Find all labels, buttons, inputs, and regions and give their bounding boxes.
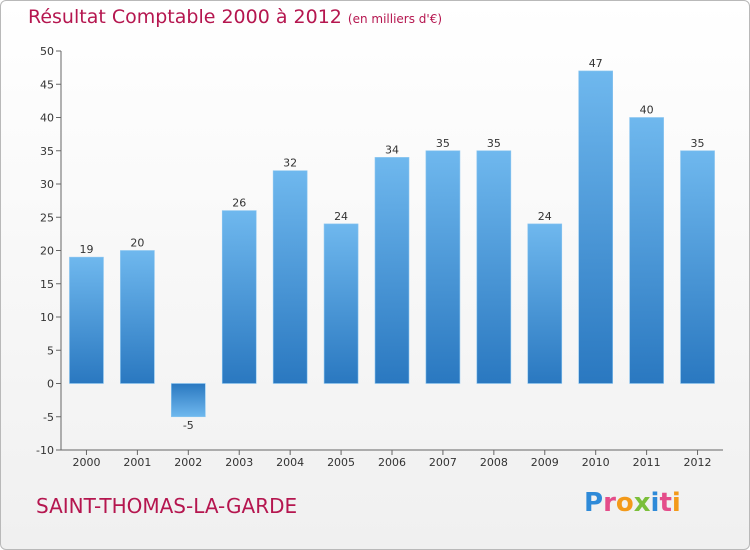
x-tick-label: 2004 (276, 456, 304, 469)
chart-title: Résultat Comptable 2000 à 2012 (en millie… (28, 6, 442, 28)
y-tick-label: 10 (40, 311, 54, 324)
data-label: 40 (640, 104, 654, 117)
y-tick-label: 50 (40, 45, 54, 58)
bar (578, 70, 613, 384)
bar (272, 170, 308, 384)
bar (323, 223, 359, 384)
data-label: -5 (183, 419, 194, 432)
data-label: 34 (385, 143, 399, 156)
y-tick-label: 5 (47, 344, 54, 357)
data-label: 26 (232, 197, 246, 210)
logo-letter: r (603, 488, 616, 518)
y-tick-label: 30 (40, 178, 54, 191)
x-tick-label: 2005 (327, 456, 355, 469)
bar (120, 250, 155, 384)
x-tick-label: 2008 (480, 456, 508, 469)
bar (69, 256, 104, 384)
data-label: 24 (538, 210, 552, 223)
bar (374, 157, 410, 384)
x-tick-label: 2006 (378, 456, 406, 469)
x-tick-label: 2012 (684, 456, 712, 469)
y-tick-label: 40 (40, 112, 54, 125)
logo-letter: t (659, 488, 672, 518)
data-label: 35 (436, 137, 450, 150)
data-label: 47 (589, 57, 603, 70)
data-label: 20 (130, 237, 144, 250)
bar (629, 117, 664, 384)
bar (425, 150, 461, 384)
x-axis: 2000 2001 2002 2003 2004 2005 2006 2007 2008 2009… (61, 449, 723, 469)
data-label: 24 (334, 210, 348, 223)
logo-letter: i (650, 488, 660, 518)
logo-letter: x (633, 488, 651, 518)
logo-letter: i (671, 488, 681, 518)
bars: 19 20 -5 26 32 24 34 35 35 24 47 40 35 (69, 57, 715, 432)
y-tick-label: 0 (47, 378, 54, 391)
x-tick-label: 2007 (429, 456, 457, 469)
proxiti-logo: Proxiti (584, 488, 681, 518)
y-tick-label: -10 (36, 444, 54, 457)
bar (221, 210, 257, 384)
bar (476, 150, 512, 384)
y-tick-label: 25 (40, 211, 54, 224)
y-tick-label: -5 (43, 411, 54, 424)
x-tick-label: 2001 (123, 456, 151, 469)
logo-letter: o (615, 488, 634, 518)
logo-letter: P (584, 488, 604, 518)
x-tick-label: 2011 (633, 456, 661, 469)
data-label: 19 (79, 243, 93, 256)
data-label: 35 (691, 137, 705, 150)
x-tick-label: 2003 (225, 456, 253, 469)
bar (527, 223, 563, 384)
data-label: 35 (487, 137, 501, 150)
y-tick-label: 20 (40, 245, 54, 258)
x-tick-label: 2009 (531, 456, 559, 469)
y-tick-label: 45 (40, 78, 54, 91)
chart-subtitle: (en milliers d'€) (347, 12, 443, 26)
commune-name: SAINT-THOMAS-LA-GARDE (36, 494, 298, 518)
y-tick-label: 15 (40, 278, 54, 291)
bar (171, 383, 206, 418)
y-axis: -10 -5 0 5 10 15 20 25 30 35 40 45 50 (36, 45, 62, 457)
x-tick-label: 2000 (72, 456, 100, 469)
y-tick-label: 35 (40, 145, 54, 158)
data-label: 32 (283, 157, 297, 170)
x-tick-label: 2002 (174, 456, 202, 469)
title-text: Résultat Comptable 2000 à 2012 (28, 6, 342, 28)
x-tick-label: 2010 (582, 456, 610, 469)
bar (680, 150, 715, 384)
